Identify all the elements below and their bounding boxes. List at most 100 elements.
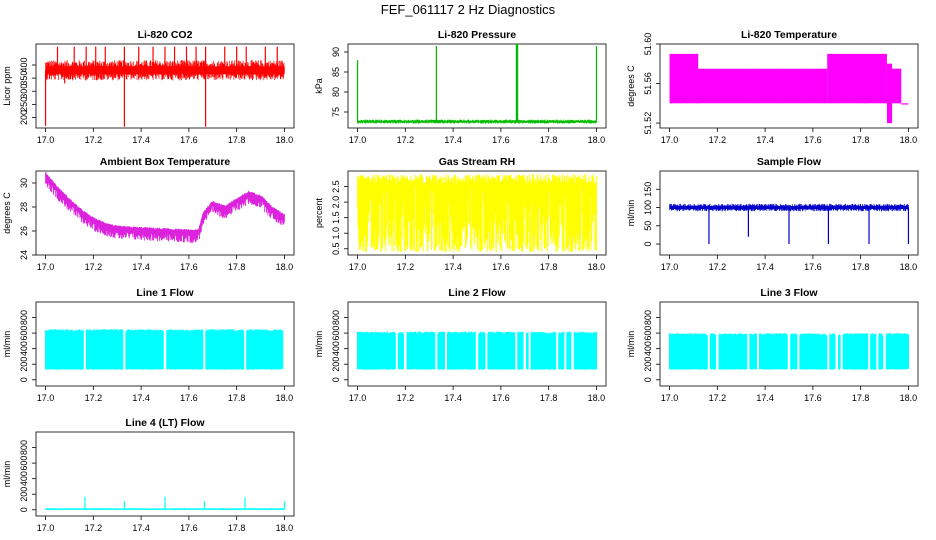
x-tick-label: 17.0 — [37, 523, 55, 533]
y-tick-label: 200 — [19, 487, 29, 502]
panel-title: Line 4 (LT) Flow — [125, 417, 205, 429]
y-axis-label: ml/min — [2, 461, 12, 488]
x-tick-label: 17.0 — [349, 135, 367, 145]
y-tick-label: 800 — [643, 310, 653, 325]
y-tick-label: 1.5 — [331, 211, 341, 224]
x-tick-label: 18.0 — [588, 135, 606, 145]
x-tick-label: 17.8 — [540, 135, 558, 145]
panel-title: Line 2 Flow — [448, 287, 506, 299]
x-tick-label: 18.0 — [276, 135, 294, 145]
x-tick-label: 17.6 — [180, 393, 198, 403]
x-tick-label: 17.0 — [37, 135, 55, 145]
x-tick-label: 17.4 — [444, 262, 462, 272]
x-tick-label: 17.2 — [397, 393, 415, 403]
plot-frame — [659, 301, 919, 387]
x-tick-label: 17.4 — [132, 523, 150, 533]
y-tick-label: 80 — [331, 87, 341, 97]
y-tick-label: 400 — [19, 341, 29, 356]
y-tick-label: 800 — [19, 440, 29, 455]
x-tick-label: 17.6 — [180, 523, 198, 533]
x-tick-label: 17.8 — [852, 393, 870, 403]
y-axis-label: ml/min — [2, 331, 12, 358]
x-tick-label: 17.6 — [492, 262, 510, 272]
y-axis-label: percent — [314, 197, 324, 228]
y-tick-label: 800 — [19, 310, 29, 325]
y-tick-label: 200 — [19, 357, 29, 372]
y-tick-label: 200 — [643, 357, 653, 372]
panel-1: Li-820 Pressure kPa 75 80 85 90 17.0 17.2 17.4 17… — [314, 29, 607, 145]
panel-2: Li-820 Temperature degrees C 51.52 51.56 51.… — [626, 29, 919, 145]
y-tick-label: 600 — [19, 456, 29, 471]
data-band — [901, 103, 909, 105]
x-tick-label: 17.0 — [349, 262, 367, 272]
x-tick-label: 17.6 — [804, 393, 822, 403]
y-tick-label: 0 — [643, 242, 653, 247]
series-6 — [45, 329, 284, 370]
series-1 — [356, 44, 598, 124]
y-tick-label: 50 — [643, 221, 653, 231]
panel-title: Line 1 Flow — [136, 287, 194, 299]
x-tick-label: 18.0 — [276, 262, 294, 272]
panel-title: Li-820 CO2 — [138, 29, 193, 41]
x-tick-label: 17.8 — [852, 135, 870, 145]
y-tick-label: 0 — [19, 377, 29, 382]
y-tick-label: 350 — [19, 71, 29, 86]
series-8 — [669, 333, 909, 370]
y-tick-label: 2.0 — [331, 196, 341, 209]
y-tick-label: 400 — [19, 57, 29, 72]
x-tick-label: 18.0 — [276, 393, 294, 403]
data-line — [669, 333, 909, 370]
series-0 — [44, 46, 285, 127]
panel-title: Line 3 Flow — [760, 287, 818, 299]
y-tick-label: 85 — [331, 67, 341, 77]
x-tick-label: 17.4 — [132, 262, 150, 272]
x-tick-label: 17.2 — [709, 135, 727, 145]
x-tick-label: 18.0 — [900, 135, 918, 145]
y-tick-label: 0 — [19, 507, 29, 512]
x-tick-label: 17.6 — [492, 393, 510, 403]
x-tick-label: 17.6 — [492, 135, 510, 145]
y-tick-label: 24 — [19, 250, 29, 260]
x-tick-label: 18.0 — [900, 393, 918, 403]
x-tick-label: 17.4 — [756, 135, 774, 145]
x-tick-label: 17.0 — [661, 393, 679, 403]
x-tick-label: 17.2 — [85, 135, 103, 145]
data-line — [669, 203, 909, 212]
data-band — [698, 68, 828, 104]
y-tick-label: 600 — [643, 326, 653, 341]
x-tick-label: 17.8 — [852, 262, 870, 272]
x-tick-label: 17.2 — [709, 393, 727, 403]
panel-3: Ambient Box Temperature degrees C 24 26 28 30… — [2, 156, 295, 272]
plot-frame — [659, 170, 919, 256]
plot-frame — [35, 170, 295, 256]
x-tick-label: 17.2 — [85, 262, 103, 272]
y-tick-label: 51.52 — [643, 112, 653, 135]
y-axis-label: degrees C — [626, 65, 636, 107]
plot-frame — [347, 43, 607, 129]
y-tick-label: 75 — [331, 107, 341, 117]
series-7 — [357, 331, 597, 370]
x-tick-label: 17.6 — [804, 135, 822, 145]
data-line — [45, 329, 284, 370]
y-tick-label: 28 — [19, 202, 29, 212]
y-tick-label: 400 — [19, 471, 29, 486]
panel-4: Gas Stream RH percent 0.5 1.0 1.5 2.0 2.5 17.0 1… — [314, 156, 607, 272]
x-tick-label: 17.4 — [132, 135, 150, 145]
x-tick-label: 17.4 — [756, 393, 774, 403]
panel-title: Ambient Box Temperature — [100, 156, 231, 168]
y-axis-label: kPa — [314, 78, 324, 94]
x-tick-label: 17.6 — [180, 135, 198, 145]
y-axis-label: degrees C — [2, 192, 12, 234]
series-4 — [357, 174, 597, 252]
x-tick-label: 17.8 — [228, 393, 246, 403]
y-tick-label: 1.0 — [331, 227, 341, 240]
y-tick-label: 2.5 — [331, 180, 341, 193]
plot-frame — [35, 301, 295, 387]
y-tick-label: 0.5 — [331, 243, 341, 256]
data-line — [357, 174, 597, 252]
x-tick-label: 18.0 — [588, 262, 606, 272]
y-tick-label: 0 — [643, 377, 653, 382]
x-tick-label: 17.2 — [85, 523, 103, 533]
